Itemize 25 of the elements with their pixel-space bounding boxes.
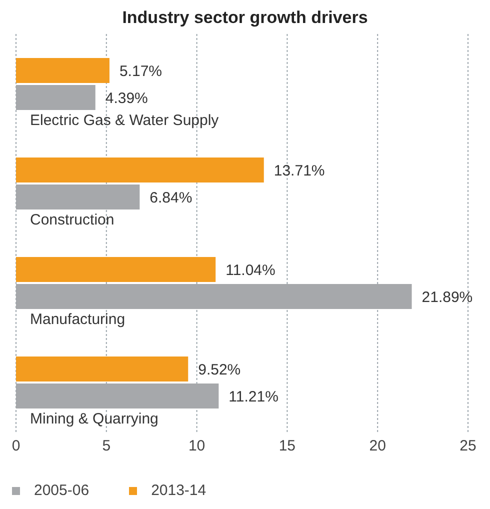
x-tick-label: 20	[369, 438, 386, 455]
data-label: 13.71%	[274, 162, 325, 180]
data-label: 21.89%	[422, 288, 473, 306]
chart-title: Industry sector growth drivers	[121, 8, 369, 29]
bar	[16, 58, 110, 83]
y-tick-label: Manufacturing	[30, 311, 126, 328]
bar	[16, 356, 188, 382]
data-label: 4.39%	[105, 90, 148, 107]
data-label: 6.84%	[150, 189, 192, 206]
x-tick-label: 10	[188, 438, 206, 455]
data-label: 9.52%	[198, 361, 241, 378]
data-label: 11.21%	[228, 388, 278, 406]
x-tick-label: 25	[460, 438, 476, 455]
y-tick-label: Construction	[30, 212, 114, 228]
x-tick-label: 5	[102, 438, 111, 455]
x-tick-label: 15	[278, 438, 296, 455]
bar	[16, 158, 264, 182]
y-tick-label: Mining & Quarrying	[30, 410, 158, 428]
x-tick-label: 0	[12, 438, 20, 455]
data-label: 11.04%	[226, 262, 276, 279]
y-tick-label: Electric Gas & Water Supply	[30, 112, 220, 129]
data-label: 5.17%	[119, 62, 162, 80]
legend-label: 2013-14	[151, 482, 206, 499]
legend-label: 2005-06	[34, 482, 90, 499]
bar	[16, 257, 216, 282]
